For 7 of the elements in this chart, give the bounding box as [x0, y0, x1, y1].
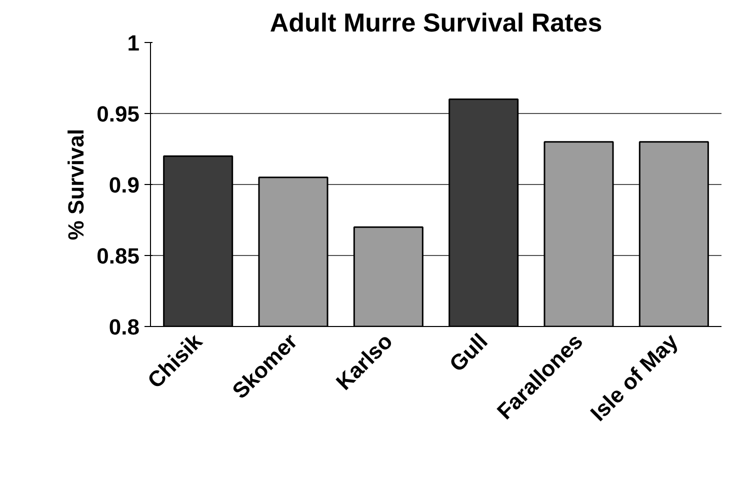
y-tick-label: 0.95 — [96, 102, 140, 126]
y-tick-label: 1 — [127, 30, 140, 56]
y-tick-label: 0.9 — [108, 172, 140, 198]
y-axis-title: % Survival — [64, 128, 89, 240]
y-tick-label: 0.85 — [96, 244, 140, 268]
chart-title: Adult Murre Survival Rates — [270, 8, 602, 38]
y-tick-label: 0.8 — [108, 314, 140, 340]
